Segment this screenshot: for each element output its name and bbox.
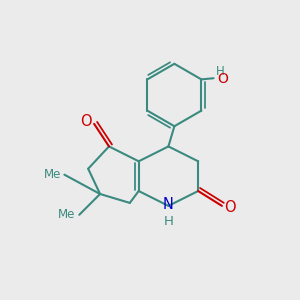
Text: Me: Me (44, 168, 61, 181)
Text: H: H (164, 215, 173, 228)
Text: O: O (224, 200, 236, 214)
Text: N: N (163, 196, 174, 211)
Text: O: O (217, 72, 228, 86)
Text: Me: Me (58, 208, 76, 221)
Text: H: H (216, 65, 225, 78)
Text: O: O (80, 114, 92, 129)
